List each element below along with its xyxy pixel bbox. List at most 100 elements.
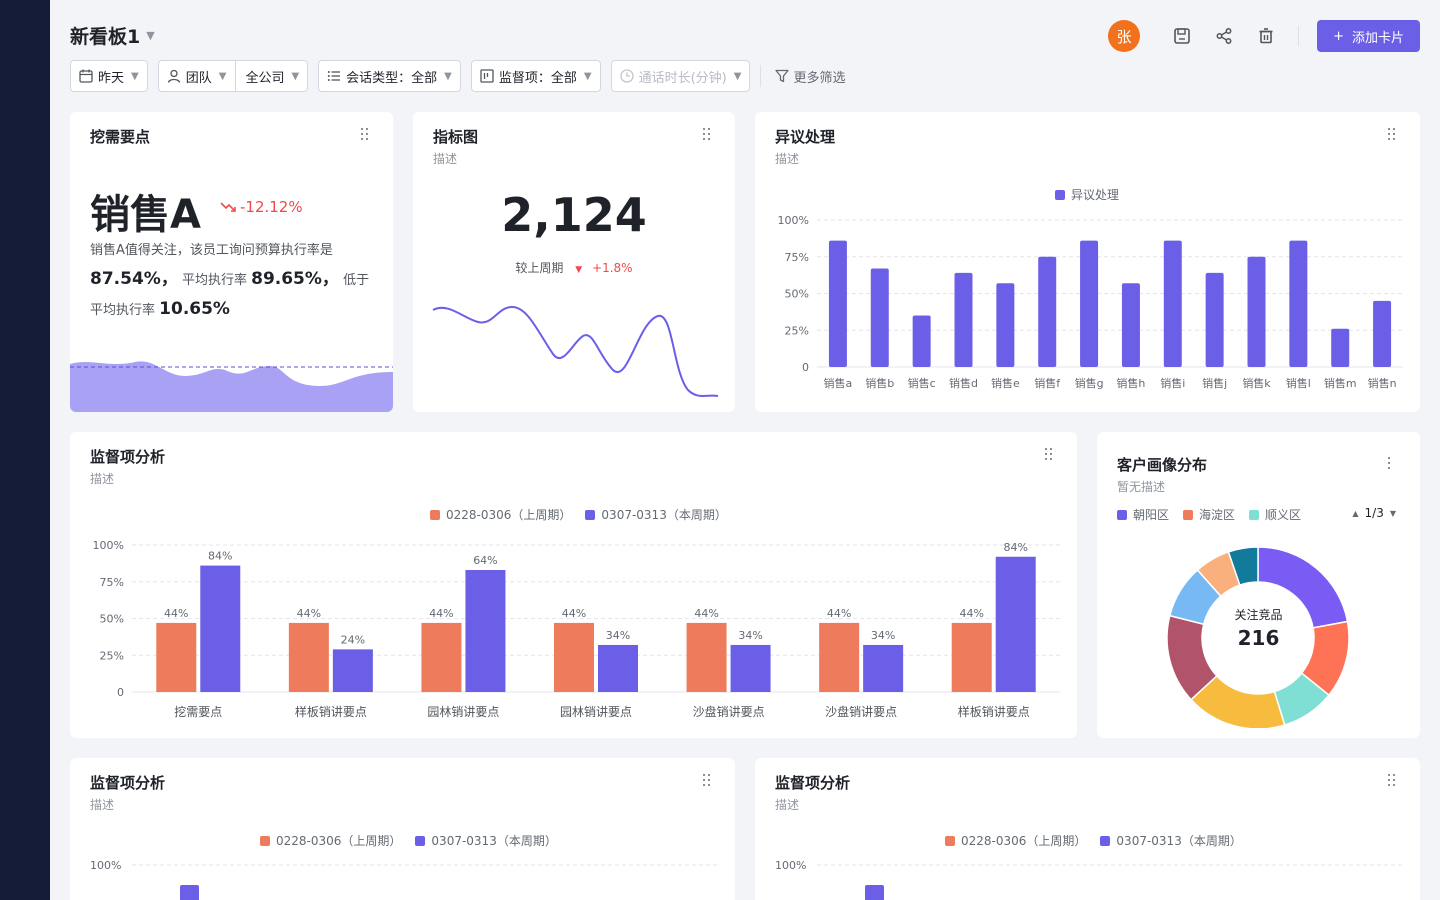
legend-swatch [260, 835, 270, 846]
card-desc: 暂无描述 [1117, 480, 1166, 494]
bar [332, 649, 373, 692]
legend-swatch [1183, 509, 1194, 520]
drag-handle-icon[interactable] [1388, 774, 1396, 788]
legend-item[interactable]: 顺义区 [1249, 506, 1301, 523]
legend-item[interactable]: 0307-0313（本周期） [415, 832, 557, 849]
legend-item[interactable]: 0307-0313（本周期） [585, 506, 727, 523]
x-tick-label: 销售c [908, 376, 936, 390]
bar [554, 622, 594, 692]
calendar-icon [79, 69, 93, 83]
x-tick-label: 销售i [1160, 376, 1185, 390]
mining-card: 挖需要点 销售A -12.12% 销售A值得关注，该员工询问预算执行率是 87.… [70, 112, 393, 412]
legend-label: 0228-0306（上周期） [446, 508, 572, 522]
caret-down-icon[interactable]: ▼ [146, 29, 155, 42]
y-tick-label: 100% [778, 214, 809, 227]
supervision-card-bottom-left: 监督项分析 描述 0228-0306（上周期） 0307-0313（本周期） 1… [70, 758, 735, 900]
card-title: 指标图 [433, 128, 479, 146]
x-tick-label: 销售n [1368, 376, 1397, 390]
bar [465, 569, 506, 692]
data-label: 44% [164, 607, 188, 620]
filter-divider [760, 65, 762, 87]
y-tick-label: 100% [775, 859, 806, 872]
legend-item[interactable]: 0228-0306（上周期） [260, 832, 401, 849]
more-options-icon[interactable] [1388, 457, 1392, 471]
insight-text: 销售A值得关注，该员工询问预算执行率是 87.54%， 平均执行率 89.65%… [90, 236, 380, 325]
avatar[interactable]: 张 [1108, 20, 1141, 52]
legend-item[interactable]: 海淀区 [1183, 506, 1235, 523]
date-filter[interactable]: 昨天 ▼ [70, 60, 148, 92]
compare-label: 较上周期 [515, 261, 564, 275]
bar [865, 885, 884, 900]
more-filters-label: 更多筛选 [793, 70, 846, 86]
change-indicator: -12.12% [220, 198, 303, 216]
legend-label: 朝阳区 [1133, 508, 1170, 522]
legend-item[interactable]: 异议处理 [1055, 186, 1119, 203]
legend-item[interactable]: 朝阳区 [1117, 506, 1169, 523]
donut-center-label: 关注竞品 [1234, 608, 1283, 622]
legend-label: 0228-0306（上周期） [276, 834, 402, 848]
x-tick-label: 销售e [991, 376, 1020, 390]
kpi-value: 2,124 [501, 188, 647, 242]
supervision-card-bottom-right: 监督项分析 描述 0228-0306（上周期） 0307-0313（本周期） 1… [755, 758, 1420, 900]
bar [863, 644, 904, 692]
legend-item[interactable]: 0228-0306（上周期） [430, 506, 571, 523]
x-tick-label: 销售l [1286, 376, 1311, 390]
bar [996, 283, 1015, 367]
compare-value: +1.8% [592, 261, 633, 275]
supervision-filter-value: 监督项：全部 [498, 70, 577, 86]
duration-filter-placeholder: 通话时长(分钟) [638, 70, 727, 86]
trend-down-icon [220, 202, 236, 212]
x-tick-label: 销售k [1242, 376, 1271, 390]
delete-icon[interactable] [1252, 22, 1280, 50]
legend-item[interactable]: 0228-0306（上周期） [945, 832, 1086, 849]
data-label: 34% [871, 629, 895, 642]
user-icon [167, 69, 180, 83]
data-label: 34% [738, 629, 762, 642]
bar [421, 622, 462, 692]
pager-next-icon[interactable]: ▼ [1389, 508, 1396, 518]
drag-handle-icon[interactable] [1388, 128, 1396, 142]
team-filter[interactable]: 团队 ▼ 全公司 ▼ [157, 60, 309, 92]
bar [819, 622, 860, 692]
chevron-down-icon: ▼ [444, 70, 452, 82]
legend-item[interactable]: 0307-0313（本周期） [1100, 832, 1242, 849]
legend-swatch [1100, 835, 1111, 846]
bar [912, 315, 931, 367]
bar [1038, 256, 1057, 367]
board-title-row[interactable]: 新看板1 ▼ [70, 22, 155, 49]
data-label: 44% [694, 607, 718, 620]
chevron-down-icon: ▼ [733, 70, 742, 82]
bar [828, 240, 847, 367]
drag-handle-icon[interactable] [703, 774, 711, 788]
metric-card: 指标图 描述 2,124 较上周期 ▼ +1.8% [413, 112, 735, 412]
duration-filter[interactable]: 通话时长(分钟) ▼ [610, 60, 751, 92]
bar [598, 644, 638, 692]
drag-handle-icon[interactable] [361, 128, 369, 142]
company-filter-value[interactable]: 全公司 [245, 70, 285, 86]
supervision-filter[interactable]: 监督项：全部 ▼ [470, 60, 601, 92]
x-tick-label: 样板销讲要点 [958, 704, 1030, 719]
chart-legend: 0228-0306（上周期） 0307-0313（本周期） [260, 832, 557, 849]
save-icon[interactable] [1168, 22, 1196, 50]
session-type-filter[interactable]: 会话类型：全部 ▼ [318, 60, 461, 92]
chart-legend: 0228-0306（上周期） 0307-0313（本周期） [430, 506, 727, 523]
filter-bar: 昨天 ▼ 团队 ▼ 全公司 ▼ 会话类型：全部 ▼ 监督项：全部 ▼ 通话时长(… [70, 60, 845, 92]
x-tick-label: 样板销讲要点 [295, 704, 367, 719]
supervision-bar-chart: 0 25% 50% 75% 100% 44% 84% 挖需要点 44% 24% 样板销讲要点 44% 6… [93, 539, 1060, 719]
drag-handle-icon[interactable] [1045, 448, 1053, 462]
y-tick-label: 0 [802, 361, 809, 374]
bar [1373, 300, 1392, 367]
card-desc: 描述 [90, 472, 115, 486]
add-card-button[interactable]: + 添加卡片 [1317, 20, 1420, 52]
legend-swatch [1249, 509, 1260, 520]
x-tick-label: 销售f [1034, 376, 1061, 390]
card-title: 监督项分析 [775, 774, 851, 792]
card-desc: 描述 [90, 798, 115, 812]
bar [180, 885, 199, 900]
pager-text: 1/3 [1364, 506, 1384, 520]
pager-prev-icon[interactable]: ▲ [1352, 508, 1359, 518]
chart-preview: 100% [90, 859, 720, 900]
drag-handle-icon[interactable] [703, 128, 711, 142]
more-filters-button[interactable]: 更多筛选 [775, 67, 845, 86]
share-icon[interactable] [1210, 22, 1238, 50]
